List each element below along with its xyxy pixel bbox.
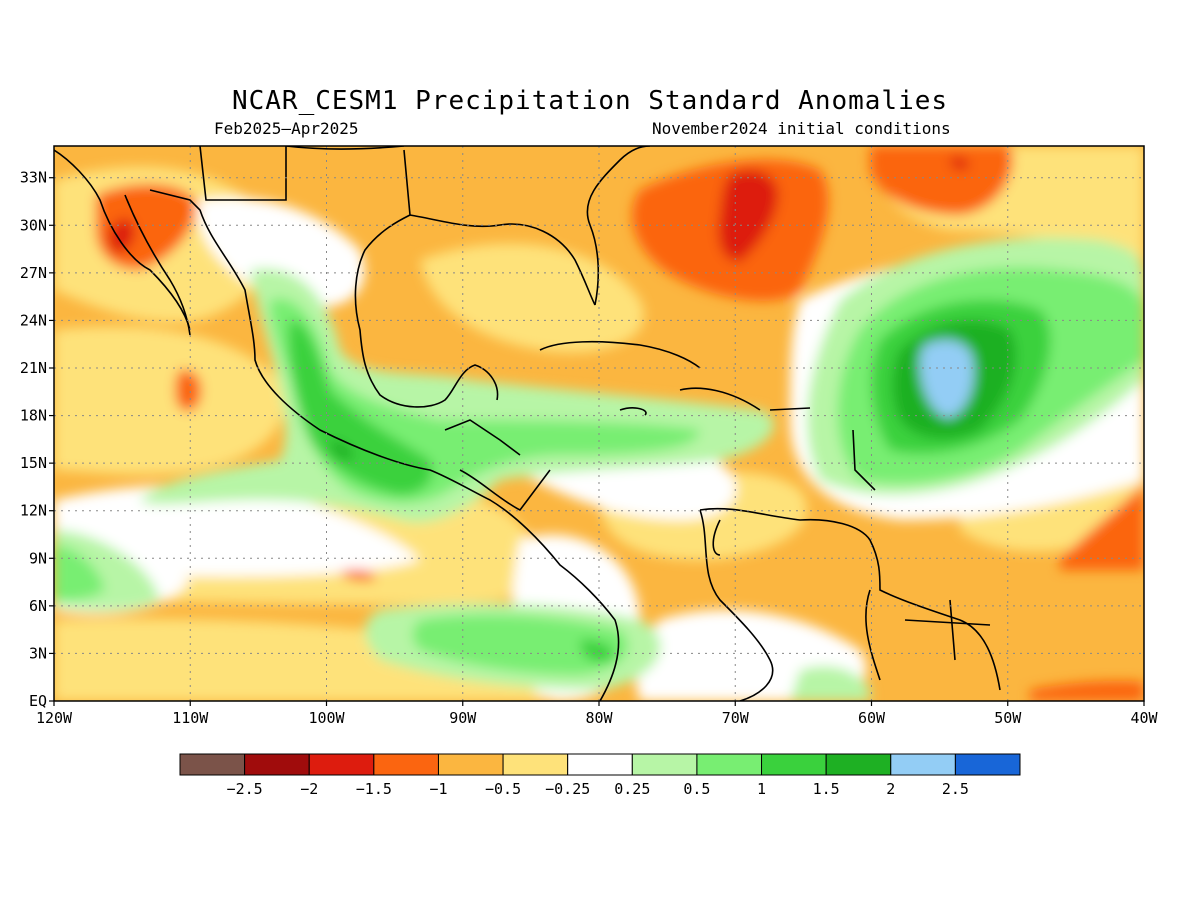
colorbar-swatch xyxy=(567,753,633,776)
lat-label: 15N xyxy=(20,454,47,472)
lon-label: 100W xyxy=(308,709,345,727)
lat-label: 21N xyxy=(20,359,47,377)
colorbar-label: −1.5 xyxy=(356,780,392,798)
lon-label: 60W xyxy=(858,709,886,727)
lon-label: 90W xyxy=(449,709,477,727)
colorbar-label: −1 xyxy=(429,780,447,798)
lon-label: 50W xyxy=(994,709,1022,727)
colorbar-label: 1 xyxy=(757,780,766,798)
colorbar: −2.5 −2 −1.5 −1 −0.5 −0.25 0.25 0.5 1 1.5 2 2.5 xyxy=(179,753,1021,798)
colorbar-label: 0.5 xyxy=(683,780,710,798)
lon-labels: 120W 110W 100W 90W 80W 70W 60W 50W 40W xyxy=(36,701,1159,727)
lat-label: 3N xyxy=(29,644,47,662)
colorbar-label: −0.25 xyxy=(545,780,590,798)
colorbar-swatch xyxy=(502,753,569,776)
colorbar-swatch xyxy=(308,753,375,776)
colorbar-swatch xyxy=(825,753,892,776)
lon-label: 40W xyxy=(1130,709,1158,727)
lon-label: 120W xyxy=(36,709,73,727)
anomaly-field xyxy=(54,146,1144,701)
colorbar-swatch xyxy=(179,753,246,776)
map-grid xyxy=(54,146,1144,701)
colorbar-swatch xyxy=(890,753,956,776)
colorbar-swatch xyxy=(761,753,827,776)
lat-label: 9N xyxy=(29,549,47,567)
lon-label: 80W xyxy=(585,709,613,727)
lon-label: 70W xyxy=(722,709,750,727)
subtitle-period: Feb2025–Apr2025 xyxy=(214,119,359,138)
colorbar-label: −2.5 xyxy=(227,780,263,798)
subtitle-init: November2024 initial conditions xyxy=(652,119,951,138)
colorbar-swatch xyxy=(437,753,504,776)
colorbar-label: −0.5 xyxy=(485,780,521,798)
lat-label: 18N xyxy=(20,407,47,425)
colorbar-label: 0.25 xyxy=(614,780,650,798)
lon-label: 110W xyxy=(172,709,209,727)
map-title: NCAR_CESM1 Precipitation Standard Anomal… xyxy=(231,86,949,116)
colorbar-label: −2 xyxy=(300,780,318,798)
lat-label: EQ xyxy=(29,692,47,710)
lat-label: 30N xyxy=(20,216,47,234)
colorbar-swatch xyxy=(244,753,310,776)
colorbar-swatch xyxy=(631,753,698,776)
colorbar-swatch xyxy=(954,753,1021,776)
colorbar-label: 2 xyxy=(886,780,895,798)
lat-label: 12N xyxy=(20,502,47,520)
lat-label: 6N xyxy=(29,597,47,615)
lat-labels: 33N 30N 27N 24N 21N 18N 15N 12N 9N 6N 3N EQ xyxy=(20,169,54,710)
coastlines xyxy=(54,146,1001,701)
colorbar-swatch xyxy=(696,753,763,776)
colorbar-swatch xyxy=(373,753,439,776)
lat-label: 24N xyxy=(20,311,47,329)
lat-label: 33N xyxy=(20,169,47,187)
colorbar-label: 2.5 xyxy=(942,780,969,798)
lat-label: 27N xyxy=(20,264,47,282)
colorbar-label: 1.5 xyxy=(813,780,840,798)
